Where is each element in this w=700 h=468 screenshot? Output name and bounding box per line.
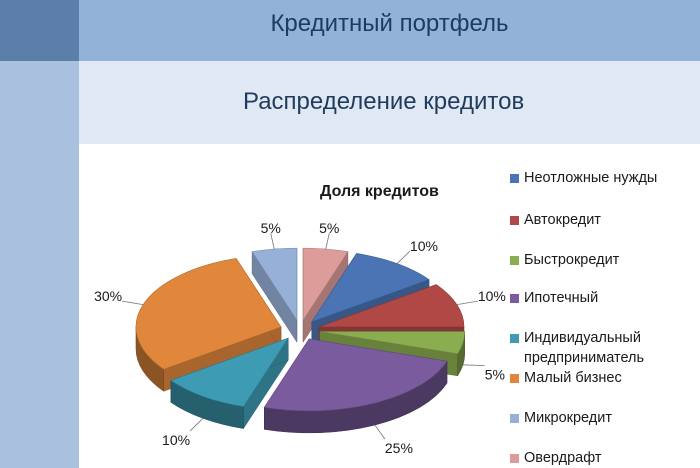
legend-label: Малый бизнес xyxy=(524,370,622,386)
legend-swatch xyxy=(510,374,519,383)
legend-swatch xyxy=(510,294,519,303)
data-label: 10% xyxy=(410,238,438,254)
data-label-leader xyxy=(122,300,144,306)
data-label-leader xyxy=(456,300,478,306)
pie-slice-top xyxy=(302,247,349,322)
pie-slice xyxy=(251,247,298,343)
legend-swatch xyxy=(510,454,519,463)
legend-label: Ипотечный xyxy=(524,290,599,306)
pie-slice-top xyxy=(319,331,466,355)
data-label: 5% xyxy=(485,367,505,383)
legend-swatch xyxy=(510,216,519,225)
legend-label: Быстрокредит xyxy=(524,252,620,268)
legend-swatch xyxy=(510,334,519,343)
legend-swatch xyxy=(510,174,519,183)
data-label-leader xyxy=(396,250,411,264)
data-label: 10% xyxy=(162,432,190,448)
data-label-leader xyxy=(189,418,204,432)
slide-subheader-band xyxy=(79,61,700,144)
pie-slice-top xyxy=(251,247,298,322)
pie-slice xyxy=(263,338,448,434)
pie-slice-top xyxy=(170,337,289,407)
data-label-leader xyxy=(374,424,386,440)
data-label: 10% xyxy=(478,288,506,304)
pie-slice-top xyxy=(263,338,448,412)
slide-title: Кредитный портфель xyxy=(270,10,509,37)
legend-label: Индивидуальный предприниматель xyxy=(524,330,645,366)
slide-subtitle: Распределение кредитов xyxy=(243,88,525,115)
data-label-leader xyxy=(270,233,275,250)
pie-slice-top xyxy=(311,253,430,323)
chart-title: Доля кредитов xyxy=(320,183,439,200)
data-label-leader xyxy=(325,233,330,250)
pie-slice-top xyxy=(135,258,282,370)
legend-label: Неотложные нужды xyxy=(524,170,658,186)
slide-sidebar xyxy=(0,0,79,468)
legend-swatch xyxy=(510,414,519,423)
pie-slice xyxy=(170,337,289,430)
legend-swatch xyxy=(510,256,519,265)
slide-sidebar-accent xyxy=(0,0,79,61)
pie-slice xyxy=(135,257,282,392)
data-label: 25% xyxy=(385,440,413,456)
slide-header-band xyxy=(79,0,700,61)
legend-label: Овердрафт xyxy=(524,450,602,466)
data-label: 5% xyxy=(261,220,281,236)
data-label-leader xyxy=(462,364,485,367)
data-label: 5% xyxy=(319,220,339,236)
legend-label: Микрокредит xyxy=(524,410,613,426)
data-label: 30% xyxy=(94,288,122,304)
legend-label: Автокредит xyxy=(524,212,601,228)
